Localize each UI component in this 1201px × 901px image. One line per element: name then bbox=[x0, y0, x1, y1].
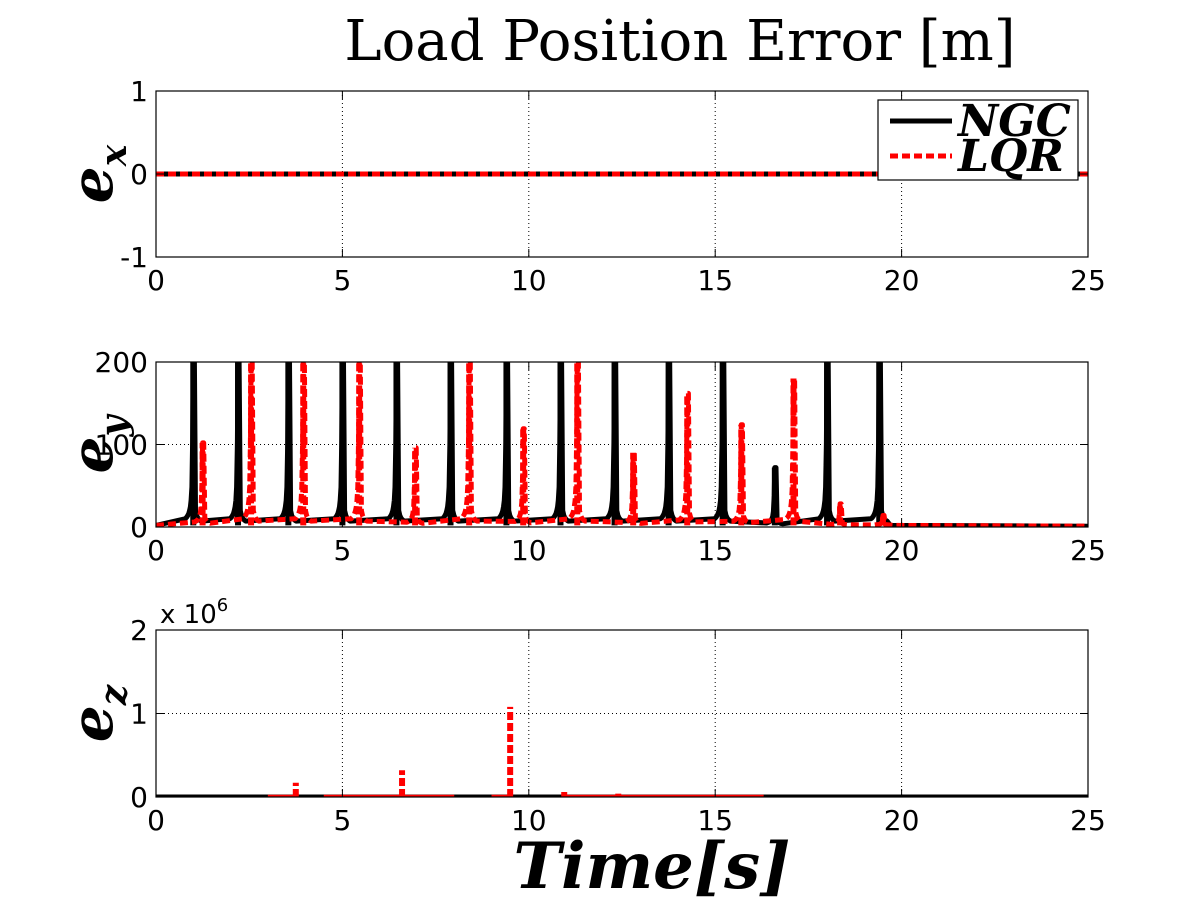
x-tick-label: 15 bbox=[697, 534, 733, 567]
subplot-ez: 0 5 10 15 20 25 0 1 2 ez x 106 bbox=[58, 595, 1106, 837]
y-multiplier: x 106 bbox=[160, 595, 228, 630]
y-axis-label-main: e bbox=[58, 166, 126, 203]
series-group bbox=[156, 362, 1088, 527]
x-tick-label: 5 bbox=[333, 534, 351, 567]
y-tick-label: 100 bbox=[95, 429, 148, 462]
legend-box bbox=[877, 99, 1079, 181]
y-tick-label: 200 bbox=[95, 346, 148, 379]
x-tick-label: 15 bbox=[697, 264, 733, 297]
x-tick-label: 25 bbox=[1070, 264, 1106, 297]
y-axis-label: ez bbox=[58, 683, 135, 742]
x-tick-label: 0 bbox=[147, 264, 165, 297]
chart-title: Load Position Error [m] bbox=[344, 9, 1015, 74]
x-tick-label: 0 bbox=[147, 804, 165, 837]
y-tick-label: 0 bbox=[130, 781, 148, 814]
x-tick-label: 20 bbox=[884, 264, 920, 297]
y-multiplier-exponent: 6 bbox=[217, 595, 228, 616]
y-tick-label: 0 bbox=[130, 511, 148, 544]
y-axis-label: ex bbox=[58, 144, 135, 203]
x-tick-label: 25 bbox=[1070, 804, 1106, 837]
x-tick-label: 25 bbox=[1070, 534, 1106, 567]
legend-label-lqr: LQR bbox=[956, 131, 1064, 182]
x-tick-label: 0 bbox=[147, 534, 165, 567]
y-axis-label-main: e bbox=[58, 437, 126, 474]
x-axis-label: Time[s] bbox=[514, 829, 791, 901]
y-multiplier-base: x 10 bbox=[160, 600, 217, 630]
y-tick-label: -1 bbox=[120, 241, 148, 274]
x-tick-label: 5 bbox=[333, 264, 351, 297]
y-axis-label-subscript: x bbox=[93, 144, 135, 167]
y-tick-label: 0 bbox=[130, 158, 148, 191]
x-tick-label: 20 bbox=[884, 534, 920, 567]
y-axis-label-subscript: y bbox=[93, 414, 135, 438]
x-tick-label: 15 bbox=[697, 804, 733, 837]
x-tick-label: 10 bbox=[511, 804, 547, 837]
y-axis-label-subscript: z bbox=[93, 683, 135, 706]
subplot-ey: 0 5 10 15 20 25 0 100 200 ey bbox=[58, 346, 1106, 567]
x-tick-label: 20 bbox=[884, 804, 920, 837]
y-axis-label-main: e bbox=[58, 705, 126, 742]
y-tick-label: 1 bbox=[130, 75, 148, 108]
y-axis-label: ey bbox=[58, 414, 135, 474]
y-tick-label: 2 bbox=[130, 614, 148, 647]
legend-label-ngc: NGC bbox=[956, 96, 1071, 147]
x-tick-label: 5 bbox=[333, 804, 351, 837]
x-tick-label: 10 bbox=[511, 264, 547, 297]
y-tick-label: 1 bbox=[130, 698, 148, 731]
x-tick-label: 10 bbox=[511, 534, 547, 567]
